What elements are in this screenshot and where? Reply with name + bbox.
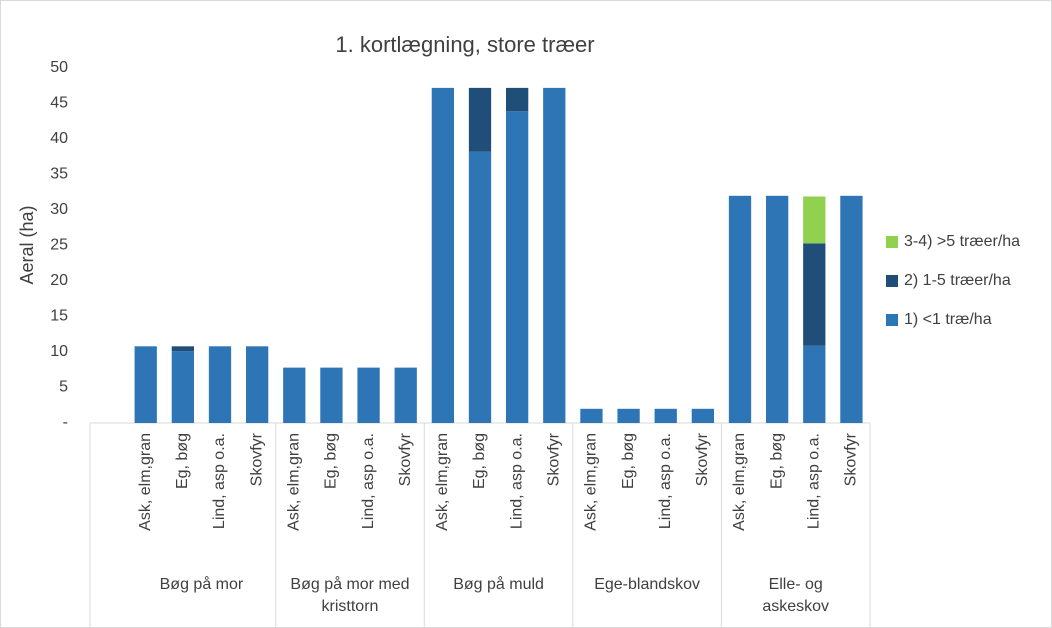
y-tick-label: - — [63, 414, 68, 431]
x-tick-label: Skovfyr — [843, 432, 860, 486]
bar-segment — [617, 408, 640, 423]
x-tick-label: Lind, asp o.a. — [508, 433, 525, 529]
y-tick-label: 15 — [50, 308, 68, 325]
bar-segment — [246, 346, 269, 423]
bar-segment — [766, 195, 789, 423]
bar-segment — [171, 346, 194, 352]
y-tick-label: 50 — [50, 59, 68, 76]
bar-segment — [357, 367, 380, 423]
bar-segment — [171, 351, 194, 423]
x-tick-label: Lind, asp o.a. — [211, 433, 228, 529]
bar-segment — [728, 195, 752, 423]
x-tick-label: Lind, asp o.a. — [657, 433, 674, 529]
x-tick-label: Ask, elm,gran — [286, 433, 303, 531]
x-tick-label: Ask, elm,gran — [583, 433, 600, 531]
legend-swatch — [886, 236, 898, 248]
bar-segment — [506, 87, 529, 112]
legend-swatch — [886, 314, 898, 326]
y-tick-label: 30 — [50, 201, 68, 218]
x-tick-label: Skovfyr — [546, 432, 563, 486]
legend-label: 1) <1 træ/ha — [904, 311, 992, 328]
x-tick-label: Eg, bøg — [768, 433, 785, 489]
group-label: Elle- og askeskov — [762, 576, 830, 615]
x-tick-label: Eg, bøg — [471, 433, 488, 489]
x-tick-label: Eg, bøg — [620, 433, 637, 489]
y-tick-label: 5 — [59, 379, 68, 396]
y-axis-label: Aeral (ha) — [17, 205, 37, 284]
bar-segment — [654, 408, 677, 423]
y-tick-label: 45 — [50, 95, 68, 112]
x-tick-label: Ask, elm,gran — [731, 433, 748, 531]
y-tick-label: 20 — [50, 272, 68, 289]
legend-swatch — [886, 275, 898, 287]
x-tick-label: Lind, asp o.a. — [806, 433, 823, 529]
x-tick-label: Lind, asp o.a. — [360, 433, 377, 529]
y-tick-label: 25 — [50, 237, 68, 254]
bar-segment — [134, 346, 157, 423]
x-tick-label: Ask, elm,gran — [137, 433, 154, 531]
bar-segment — [468, 87, 492, 152]
x-tick-label: Skovfyr — [397, 432, 414, 486]
bar-segment — [394, 367, 417, 423]
bar-segment — [468, 151, 492, 423]
bar-segment — [803, 345, 826, 423]
bar-segment — [840, 195, 863, 423]
y-tick-label: 40 — [50, 130, 68, 147]
y-tick-label: 35 — [50, 166, 68, 183]
x-tick-label: Eg, bøg — [323, 433, 340, 489]
x-tick-label: Eg, bøg — [174, 433, 191, 489]
bar-segment — [691, 408, 714, 423]
bar-segment — [803, 243, 826, 346]
y-tick-label: 10 — [50, 343, 68, 360]
group-label: Ege-blandskov — [594, 576, 701, 593]
bar-segment — [543, 87, 566, 423]
x-tick-label: Skovfyr — [248, 432, 265, 486]
group-label: Bøg på mor med kristtorn — [290, 576, 410, 615]
bar-segment — [580, 408, 603, 423]
group-label: Bøg på mor — [159, 576, 244, 593]
legend-label: 2) 1-5 træer/ha — [904, 272, 1011, 289]
x-tick-label: Skovfyr — [694, 432, 711, 486]
group-label: Bøg på muld — [453, 576, 544, 593]
bar-segment — [208, 346, 232, 423]
bar-segment — [803, 196, 826, 244]
x-tick-label: Ask, elm,gran — [434, 433, 451, 531]
bar-segment — [431, 87, 454, 423]
legend-label: 3-4) >5 træer/ha — [904, 233, 1020, 250]
chart-title: 1. kortlægning, store træer — [335, 32, 594, 57]
bar-segment — [320, 367, 343, 423]
bar-segment — [506, 111, 529, 423]
bar-segment — [283, 367, 306, 423]
